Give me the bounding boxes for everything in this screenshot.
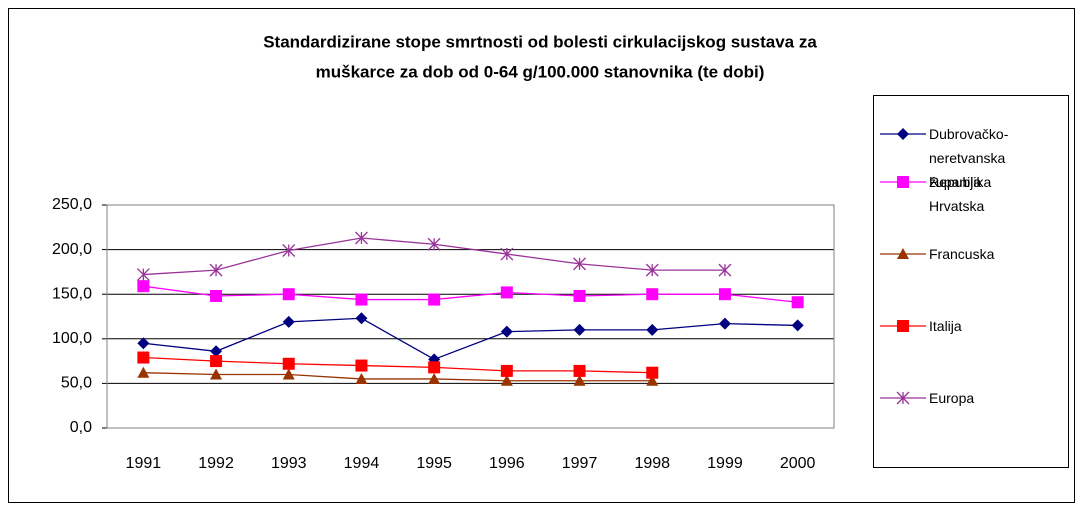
y-tick-label: 0,0	[70, 419, 92, 436]
y-tick-label: 150,0	[52, 285, 92, 302]
x-tick-label: 2000	[780, 455, 816, 472]
marker-square	[210, 289, 223, 302]
marker-square	[137, 351, 150, 364]
marker-star	[896, 391, 910, 405]
marker-diamond	[355, 312, 368, 325]
marker-square	[500, 364, 513, 377]
marker-square	[282, 357, 295, 370]
chart-title: Standardizirane stope smrtnosti od boles…	[263, 32, 817, 51]
x-tick-label: 1995	[416, 455, 452, 472]
marker-square	[355, 359, 368, 372]
marker-square	[137, 280, 150, 293]
marker-square	[500, 286, 513, 299]
marker-triangle	[897, 248, 909, 259]
marker-square	[210, 355, 223, 368]
marker-triangle	[355, 372, 368, 384]
marker-square	[646, 288, 659, 301]
marker-diamond	[137, 337, 150, 350]
legend-label: Europa	[929, 390, 975, 406]
marker-square	[573, 289, 586, 302]
x-tick-label: 1997	[562, 455, 598, 472]
marker-star	[427, 237, 441, 251]
marker-square	[718, 288, 731, 301]
series-line	[143, 356, 653, 374]
y-tick-label: 200,0	[52, 241, 92, 258]
marker-square	[646, 366, 659, 379]
legend-label: Republika Hrvatska	[929, 174, 992, 214]
marker-square	[282, 288, 295, 301]
series-line	[143, 317, 798, 361]
series-line	[143, 285, 798, 303]
marker-triangle	[282, 368, 295, 380]
legend-label: Italija	[929, 318, 962, 334]
y-tick-label: 250,0	[52, 196, 92, 213]
marker-star	[718, 263, 732, 277]
x-tick-label: 1994	[344, 455, 380, 472]
marker-star	[573, 257, 587, 271]
series-line	[143, 372, 653, 382]
marker-diamond	[210, 345, 223, 358]
marker-square	[428, 293, 441, 306]
x-tick-label: 1991	[126, 455, 162, 472]
marker-triangle	[137, 366, 150, 378]
marker-square	[355, 293, 368, 306]
marker-diamond	[282, 315, 295, 328]
marker-diamond	[573, 323, 586, 336]
legend-label: Dubrovačko-neretvanska županija	[929, 126, 1009, 190]
marker-square	[428, 361, 441, 374]
plot-border	[106, 204, 835, 429]
y-tick-label: 100,0	[52, 330, 92, 347]
x-tick-label: 1996	[489, 455, 525, 472]
marker-square	[573, 364, 586, 377]
x-tick-label: 1992	[198, 455, 234, 472]
marker-square	[791, 296, 804, 309]
marker-diamond	[897, 128, 909, 140]
marker-star	[645, 263, 659, 277]
x-tick-label: 1999	[707, 455, 743, 472]
marker-diamond	[646, 323, 659, 336]
legend-label: Francuska	[929, 246, 995, 262]
marker-triangle	[500, 374, 513, 386]
marker-triangle	[573, 374, 586, 386]
marker-star	[136, 268, 150, 282]
marker-triangle	[646, 374, 659, 386]
marker-star	[209, 263, 223, 277]
marker-triangle	[210, 368, 223, 380]
legend-box	[873, 95, 1069, 468]
y-tick-label: 50,0	[61, 375, 92, 392]
marker-diamond	[500, 325, 513, 338]
marker-diamond	[718, 317, 731, 330]
x-tick-label: 1998	[634, 455, 670, 472]
chart-title: muškarce za dob od 0-64 g/100.000 stanov…	[316, 62, 765, 81]
marker-square	[897, 176, 909, 188]
marker-triangle	[428, 372, 441, 384]
x-tick-label: 1993	[271, 455, 307, 472]
marker-star	[354, 231, 368, 245]
marker-star	[282, 244, 296, 257]
marker-star	[500, 247, 514, 261]
marker-square	[897, 320, 909, 332]
marker-diamond	[791, 319, 804, 332]
